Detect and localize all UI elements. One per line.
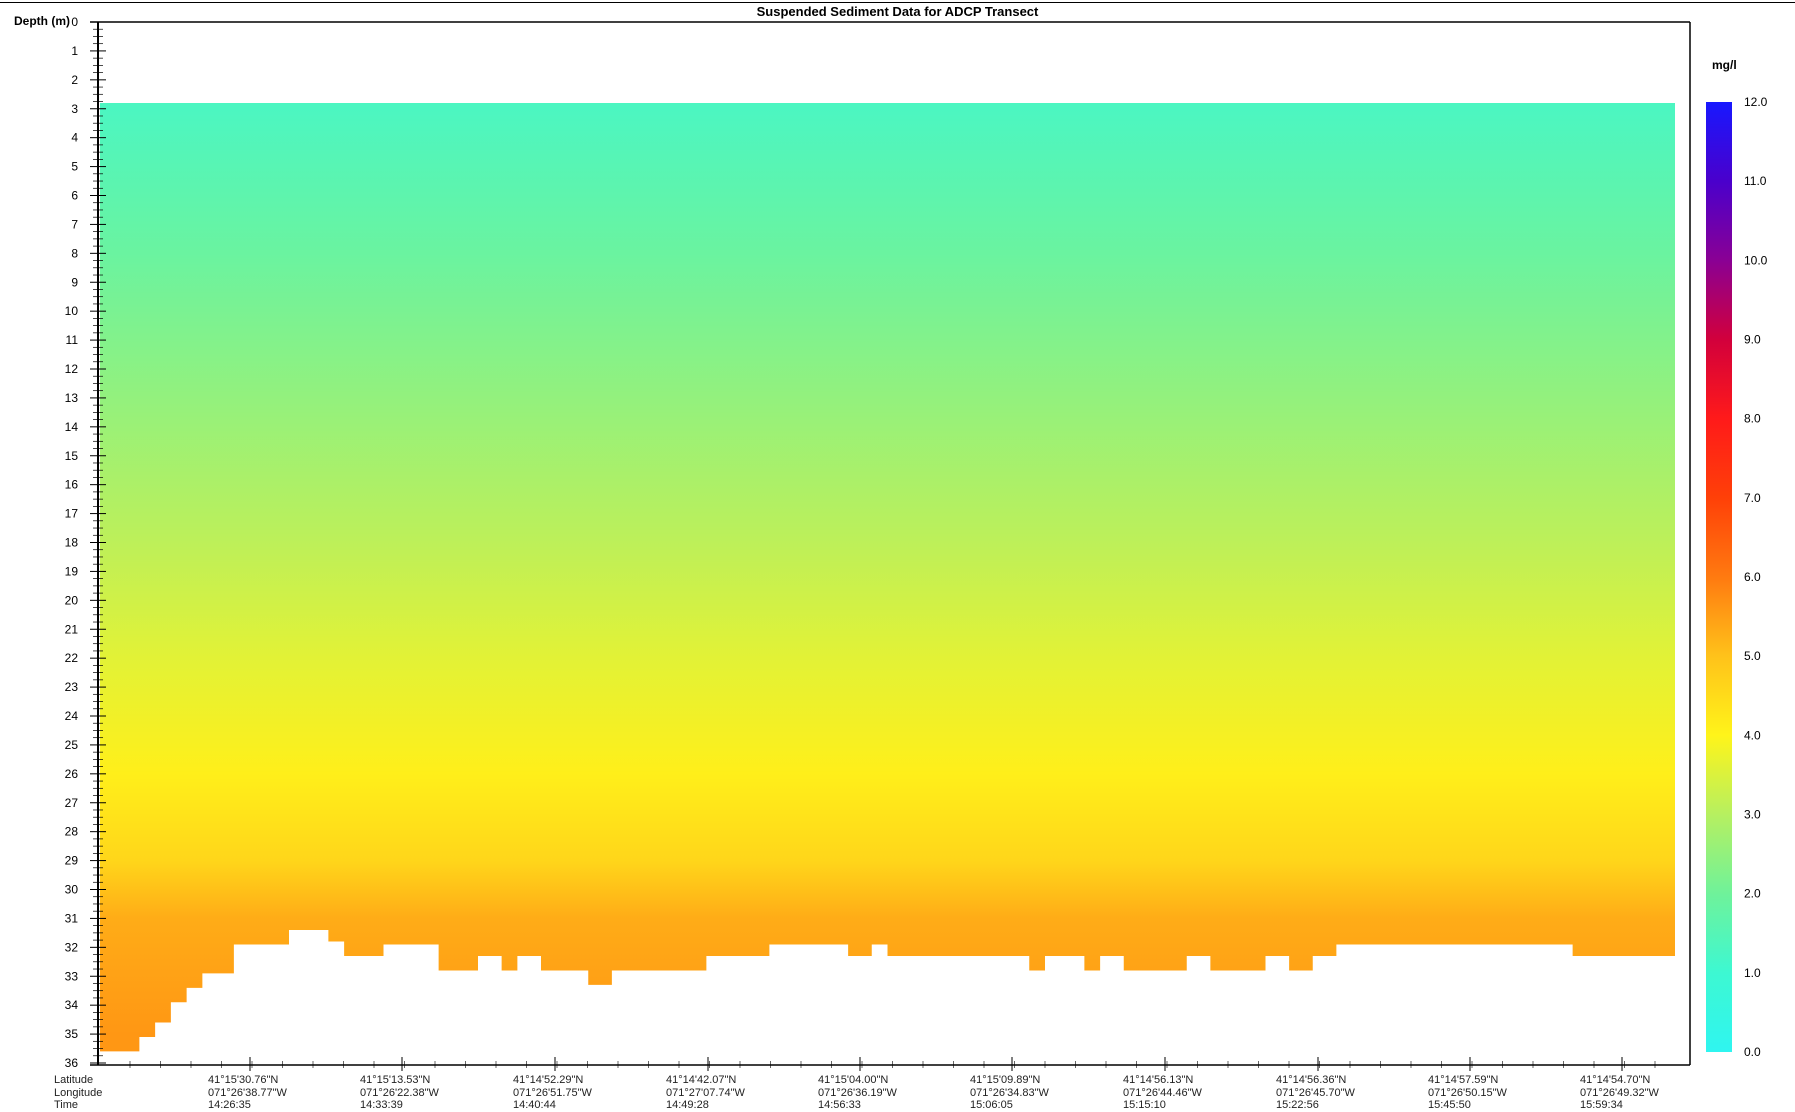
y-tick-label: 24 bbox=[65, 709, 79, 723]
x-station-label: 14:40:44 bbox=[513, 1099, 556, 1111]
colorbar-tick-label: 7.0 bbox=[1744, 491, 1761, 505]
y-tick-label: 18 bbox=[65, 536, 79, 550]
x-station-label: 15:06:05 bbox=[970, 1099, 1013, 1111]
y-tick-label: 7 bbox=[71, 217, 78, 231]
x-station-label: 41°15'30.76"N bbox=[208, 1074, 278, 1086]
x-station-label: 071°26'44.46"W bbox=[1123, 1087, 1203, 1099]
x-row-label: Time bbox=[54, 1099, 78, 1111]
colorbar-scale bbox=[1706, 102, 1732, 1052]
colorbar-unit: mg/l bbox=[1712, 58, 1737, 72]
y-tick-label: 22 bbox=[65, 651, 79, 665]
colorbar-tick-label: 11.0 bbox=[1744, 174, 1767, 188]
y-tick-label: 35 bbox=[65, 1027, 79, 1041]
x-station-label: 41°14'54.70"N bbox=[1580, 1074, 1650, 1086]
y-tick-label: 13 bbox=[65, 391, 79, 405]
x-station-label: 071°26'34.83"W bbox=[970, 1087, 1050, 1099]
y-tick-label: 32 bbox=[65, 940, 79, 954]
colorbar-tick-label: 3.0 bbox=[1744, 808, 1761, 822]
y-tick-label: 25 bbox=[65, 738, 79, 752]
colorbar-tick-label: 9.0 bbox=[1744, 333, 1761, 347]
x-station-label: 41°15'04.00"N bbox=[818, 1074, 888, 1086]
x-station-label: 071°26'51.75"W bbox=[513, 1087, 593, 1099]
y-tick-label: 12 bbox=[65, 362, 79, 376]
top-rule bbox=[0, 2, 1795, 3]
sediment-field bbox=[100, 102, 1675, 1063]
x-station-label: 071°27'07.74"W bbox=[666, 1087, 746, 1099]
x-station-label: 41°14'52.29"N bbox=[513, 1074, 583, 1086]
colorbar-tick-label: 10.0 bbox=[1744, 253, 1768, 267]
y-tick-label: 4 bbox=[71, 131, 78, 145]
plot-layer bbox=[100, 102, 1675, 1063]
x-station-label: 071°26'49.32"W bbox=[1580, 1087, 1660, 1099]
x-station-label: 071°26'22.38"W bbox=[360, 1087, 440, 1099]
y-tick-label: 11 bbox=[66, 333, 79, 347]
x-station-label: 41°14'56.13"N bbox=[1123, 1074, 1193, 1086]
x-station-label: 14:33:39 bbox=[360, 1099, 403, 1111]
colorbar-tick-label: 5.0 bbox=[1744, 649, 1761, 663]
axis-layer: 0123456789101112131415161718192021222324… bbox=[54, 15, 1691, 1111]
y-tick-label: 34 bbox=[65, 998, 79, 1012]
y-tick-label: 30 bbox=[65, 883, 79, 897]
y-tick-label: 14 bbox=[65, 420, 79, 434]
x-station-label: 071°26'38.77"W bbox=[208, 1087, 288, 1099]
y-tick-label: 31 bbox=[65, 911, 79, 925]
x-station-label: 41°15'09.89"N bbox=[970, 1074, 1040, 1086]
y-tick-label: 15 bbox=[65, 449, 79, 463]
y-tick-label: 26 bbox=[65, 767, 79, 781]
y-tick-label: 8 bbox=[71, 246, 78, 260]
y-tick-label: 36 bbox=[65, 1056, 79, 1070]
y-axis-label: Depth (m) bbox=[14, 14, 70, 28]
x-row-label: Latitude bbox=[54, 1074, 93, 1086]
y-tick-label: 20 bbox=[65, 593, 79, 607]
colorbar-tick-label: 1.0 bbox=[1744, 966, 1761, 980]
x-station-label: 071°26'36.19"W bbox=[818, 1087, 898, 1099]
x-station-label: 071°26'45.70"W bbox=[1276, 1087, 1356, 1099]
x-station-label: 14:49:28 bbox=[666, 1099, 709, 1111]
colorbar-tick-label: 2.0 bbox=[1744, 887, 1761, 901]
x-station-label: 14:26:35 bbox=[208, 1099, 251, 1111]
x-station-label: 41°15'13.53"N bbox=[360, 1074, 430, 1086]
colorbar-tick-label: 6.0 bbox=[1744, 570, 1761, 584]
y-tick-label: 1 bbox=[71, 44, 78, 58]
y-tick-label: 6 bbox=[71, 189, 78, 203]
x-station-label: 15:22:56 bbox=[1276, 1099, 1319, 1111]
y-tick-label: 10 bbox=[65, 304, 79, 318]
x-station-label: 15:15:10 bbox=[1123, 1099, 1166, 1111]
x-row-label: Longitude bbox=[54, 1087, 102, 1099]
y-tick-label: 2 bbox=[71, 73, 78, 87]
y-tick-label: 19 bbox=[65, 564, 79, 578]
colorbar-tick-label: 4.0 bbox=[1744, 728, 1761, 742]
y-tick-label: 27 bbox=[65, 796, 79, 810]
x-station-label: 41°14'42.07"N bbox=[666, 1074, 736, 1086]
x-station-label: 14:56:33 bbox=[818, 1099, 861, 1111]
y-tick-label: 17 bbox=[65, 507, 79, 521]
y-tick-label: 16 bbox=[65, 478, 79, 492]
y-tick-label: 5 bbox=[71, 160, 78, 174]
x-station-label: 41°14'56.36"N bbox=[1276, 1074, 1346, 1086]
colorbar-tick-label: 12.0 bbox=[1744, 95, 1768, 109]
y-tick-label: 9 bbox=[71, 275, 78, 289]
y-tick-label: 23 bbox=[65, 680, 79, 694]
y-tick-label: 28 bbox=[65, 825, 79, 839]
y-tick-label: 0 bbox=[71, 15, 78, 29]
x-station-label: 071°26'50.15"W bbox=[1428, 1087, 1508, 1099]
colorbar-layer: 0.0 1.0 2.0 3.0 4.0 5.0 6.0 7.0 8.0 9.0 10.0 11.0 12… bbox=[1706, 95, 1768, 1059]
y-tick-label: 3 bbox=[71, 102, 78, 116]
colorbar-tick-label: 8.0 bbox=[1744, 412, 1761, 426]
chart-title: Suspended Sediment Data for ADCP Transec… bbox=[756, 4, 1039, 19]
x-station-label: 41°14'57.59"N bbox=[1428, 1074, 1498, 1086]
y-tick-label: 21 bbox=[65, 622, 79, 636]
x-station-label: 15:45:50 bbox=[1428, 1099, 1471, 1111]
y-tick-label: 29 bbox=[65, 854, 79, 868]
y-tick-label: 33 bbox=[65, 969, 79, 983]
x-station-label: 15:59:34 bbox=[1580, 1099, 1623, 1111]
colorbar-tick-label: 0.0 bbox=[1744, 1045, 1761, 1059]
